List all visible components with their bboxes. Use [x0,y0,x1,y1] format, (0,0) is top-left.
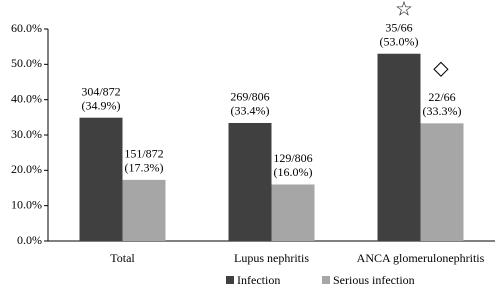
x-tick-label: ANCA glomerulonephritis [357,251,485,265]
value-label: (34.9%) [82,98,121,112]
y-tick-label: 0.0% [17,233,42,247]
y-tick-label: 20.0% [11,162,42,176]
bar [122,179,166,241]
bar [228,122,272,241]
legend-label: Serious infection [333,273,415,287]
value-label: 129/806 [273,151,312,165]
bar [271,184,315,241]
value-label: 269/806 [230,90,269,104]
value-label: (17.3%) [125,161,164,175]
value-label: (16.0%) [274,165,313,179]
y-tick-label: 40.0% [11,91,42,105]
legend-swatch [322,276,330,284]
annotation-diamond: ◇ [433,58,449,80]
x-tick-label: Lupus nephritis [234,251,309,265]
y-tick-label: 10.0% [11,197,42,211]
value-label: 22/66 [428,90,455,104]
value-label: 304/872 [81,84,120,98]
bar [420,123,464,241]
y-tick-label: 50.0% [11,56,42,70]
value-label: (33.4%) [231,104,270,118]
annotation-star: ☆ [395,0,413,21]
value-label: 151/872 [124,147,163,161]
y-tick-label: 30.0% [11,127,42,141]
legend-swatch [226,276,234,284]
bar [377,53,421,241]
legend-label: Infection [237,273,280,287]
bar [79,117,123,241]
value-label: 35/66 [385,20,412,34]
value-label: (33.3%) [423,104,462,118]
value-label: (53.0%) [380,34,419,48]
y-tick-label: 60.0% [11,21,42,35]
x-tick-label: Total [110,251,135,265]
